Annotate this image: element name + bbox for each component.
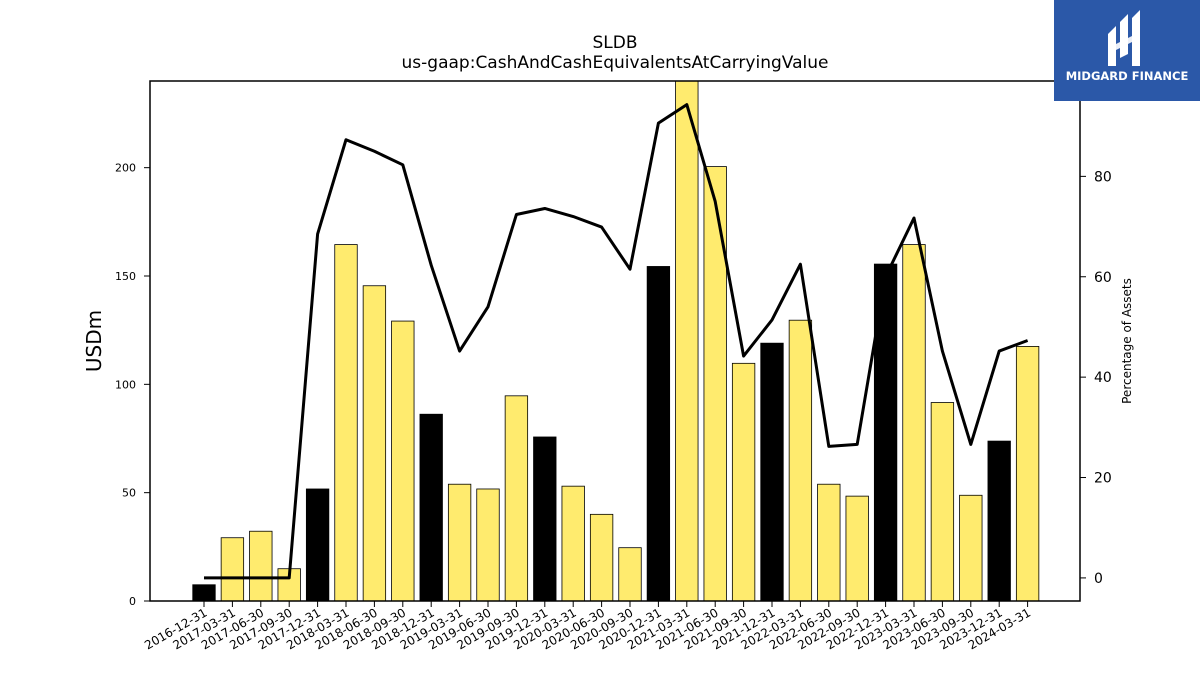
chart-title: SLDB [592,33,637,53]
bar-2018-12-31 [419,413,443,602]
bar-2017-06-30 [249,530,273,602]
bar-2023-03-31 [902,244,926,602]
bar-2019-09-30 [504,395,529,602]
line-group [204,103,1029,580]
midgard-logo-icon [1108,10,1140,66]
right-axis: 0 20 40 60 80 [1080,169,1112,587]
bar-2016-12-31 [192,584,216,602]
bar-2020-06-30 [589,513,614,602]
bar-2021-06-30 [703,166,727,602]
bar-group [192,80,1040,602]
y2-axis-label: Percentage of Assets [1120,278,1134,404]
bar-2021-09-30 [731,362,756,602]
bar-2023-06-30 [930,402,955,602]
bar-2019-06-30 [476,488,500,602]
bar-2021-12-31 [760,342,784,602]
bar-2018-06-30 [362,285,387,602]
bar-2022-09-30 [845,495,869,602]
left-tick-label: 100 [115,378,136,391]
bar-2019-12-31 [533,436,557,602]
bar-2020-03-31 [561,485,585,602]
bar-2022-06-30 [817,483,841,602]
bar-2022-03-31 [788,319,813,602]
right-tick-label: 0 [1094,571,1103,587]
bar-2021-03-31 [675,80,699,602]
midgard-finance-logo: MIDGARD FINANCE [1054,0,1200,101]
bar-2018-03-31 [334,244,358,602]
bar-2024-03-31 [1015,346,1040,602]
chart-subtitle: us-gaap:CashAndCashEquivalentsAtCarrying… [402,53,829,73]
bar-2020-12-31 [646,266,671,602]
bar-2020-09-30 [618,547,642,602]
bar-2017-03-31 [220,537,245,602]
right-tick-label: 60 [1094,270,1112,286]
bar-2017-12-31 [305,488,330,602]
bar-2019-03-31 [447,483,472,602]
plot-frame [149,80,1081,602]
y-axis-label: USDm [82,310,106,372]
logo-text: MIDGARD FINANCE [1065,69,1189,83]
bar-2018-09-30 [391,320,415,602]
right-tick-label: 20 [1094,471,1112,487]
right-tick-label: 40 [1094,370,1112,386]
bar-2023-12-31 [987,440,1011,602]
left-axis: 0 50 100 150 200 [115,162,150,608]
bar-2023-09-30 [959,494,983,602]
x-axis: 2016-12-312017-03-312017-06-302017-09-30… [142,601,1033,652]
right-tick-label: 80 [1094,169,1112,185]
left-tick-label: 0 [129,595,136,608]
percentage-line [204,103,1029,580]
left-tick-label: 200 [115,162,136,175]
left-tick-label: 150 [115,270,136,283]
left-tick-label: 50 [122,487,136,500]
